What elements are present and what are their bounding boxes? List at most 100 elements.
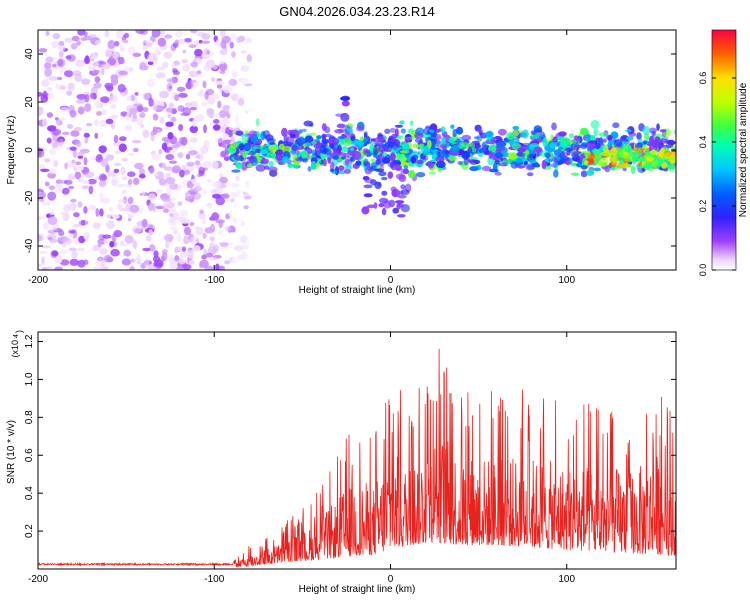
heatmap-cell <box>48 76 58 81</box>
heatmap-cell <box>427 162 434 169</box>
heatmap-cell <box>666 141 676 145</box>
heatmap-cell <box>476 129 484 133</box>
chart-title: GN04.2026.034.23.23.R14 <box>279 4 434 19</box>
heatmap-cell <box>206 59 216 69</box>
heatmap-cell <box>400 168 405 175</box>
heatmap-cell <box>283 134 289 143</box>
heatmap-cell <box>301 150 308 159</box>
heatmap-cell <box>467 146 473 154</box>
heatmap-cell <box>400 184 406 190</box>
heatmap-cell <box>201 102 208 106</box>
heatmap-cell <box>487 156 494 166</box>
heatmap-cell <box>246 37 252 44</box>
heatmap-cell <box>158 30 166 37</box>
heatmap-cell <box>496 141 505 149</box>
heatmap-cell <box>268 144 278 153</box>
heatmap-cell <box>104 30 110 38</box>
heatmap-cell <box>208 51 215 57</box>
heatmap-cell <box>171 165 181 174</box>
heatmap-cell <box>166 82 173 92</box>
heatmap-cell <box>94 119 99 127</box>
heatmap-cell <box>604 144 609 154</box>
heatmap-cell <box>118 70 128 76</box>
heatmap-cell <box>397 194 407 199</box>
heatmap-cell <box>311 140 317 145</box>
heatmap-cell <box>222 133 229 138</box>
heatmap-cell <box>651 163 661 169</box>
heatmap-cell <box>106 85 114 92</box>
heatmap-cell <box>212 193 222 199</box>
heatmap-cell <box>330 143 335 149</box>
heatmap-cell <box>450 144 460 154</box>
heatmap-cell <box>535 163 541 168</box>
heatmap-cell <box>133 228 142 234</box>
heatmap-cell <box>387 171 394 179</box>
heatmap-cell <box>47 125 57 132</box>
heatmap-cell <box>204 91 209 100</box>
heatmap-cell <box>113 168 120 173</box>
heatmap-cell <box>235 130 244 136</box>
heatmap-cell <box>232 217 238 223</box>
heatmap-cell <box>260 158 269 165</box>
heatmap-cell <box>91 69 101 74</box>
heatmap-cell <box>229 142 238 149</box>
heatmap-cell <box>71 250 78 260</box>
heatmap-cell <box>314 149 321 157</box>
heatmap-cell <box>47 236 53 241</box>
heatmap-cell <box>573 153 580 162</box>
heatmap-cell <box>129 204 140 213</box>
heatmap-cell <box>206 108 215 115</box>
heatmap-cell <box>579 127 589 136</box>
heatmap-cell <box>125 112 130 122</box>
heatmap-cell <box>206 96 216 105</box>
heatmap-cell <box>42 221 50 230</box>
heatmap-cell <box>389 152 396 162</box>
heatmap-cell <box>54 266 63 270</box>
heatmap-cell <box>61 131 70 136</box>
heatmap-cell <box>169 183 178 190</box>
heatmap-cell <box>298 129 303 134</box>
heatmap-cell <box>551 122 557 131</box>
heatmap-cell <box>185 81 194 90</box>
heatmap-cell <box>340 96 350 101</box>
heatmap-cell <box>350 133 356 142</box>
heatmap-cell <box>61 187 70 195</box>
heatmap-cell <box>81 78 91 86</box>
heatmap-cell <box>209 242 214 250</box>
heatmap-cell <box>580 170 588 178</box>
heatmap-cell <box>133 147 139 153</box>
heatmap-cell <box>184 169 190 175</box>
heatmap-cell <box>255 118 260 127</box>
heatmap-cell <box>59 249 68 255</box>
heatmap-cell <box>587 154 594 160</box>
heatmap-cell <box>215 196 225 206</box>
heatmap-cell <box>112 214 120 219</box>
heatmap-cell <box>240 235 247 244</box>
heatmap-cell <box>444 149 450 155</box>
heatmap-cell <box>494 171 502 176</box>
heatmap-cell <box>240 161 248 171</box>
heatmap-cell <box>377 144 387 153</box>
snr-panel: -200 -100 0 100 0.2 0.4 0.6 0.8 1.0 1.2 Height o… <box>6 330 677 595</box>
heatmap-cell <box>174 39 180 45</box>
x-tick-label: 0 <box>388 574 394 585</box>
heatmap-cell <box>137 204 144 214</box>
heatmap-cell <box>364 178 374 184</box>
heatmap-cell <box>240 50 247 54</box>
heatmap-cell <box>617 162 626 169</box>
heatmap-cell <box>99 208 104 217</box>
heatmap-cell <box>190 236 199 245</box>
heatmap-cell <box>329 168 335 173</box>
heatmap-cell <box>132 240 138 250</box>
heatmap-cell <box>234 44 243 49</box>
heatmap-cell <box>488 150 493 159</box>
heatmap-cell <box>310 160 317 170</box>
heatmap-cell <box>241 134 249 143</box>
heatmap-cell <box>399 190 404 196</box>
heatmap-cell <box>83 259 89 266</box>
snr-y-label: SNR (10 * v/v) <box>6 420 17 484</box>
heatmap-cell <box>84 171 95 178</box>
heatmap-cell <box>99 248 108 255</box>
heatmap-cell <box>223 156 230 162</box>
heatmap-cell <box>148 193 157 201</box>
